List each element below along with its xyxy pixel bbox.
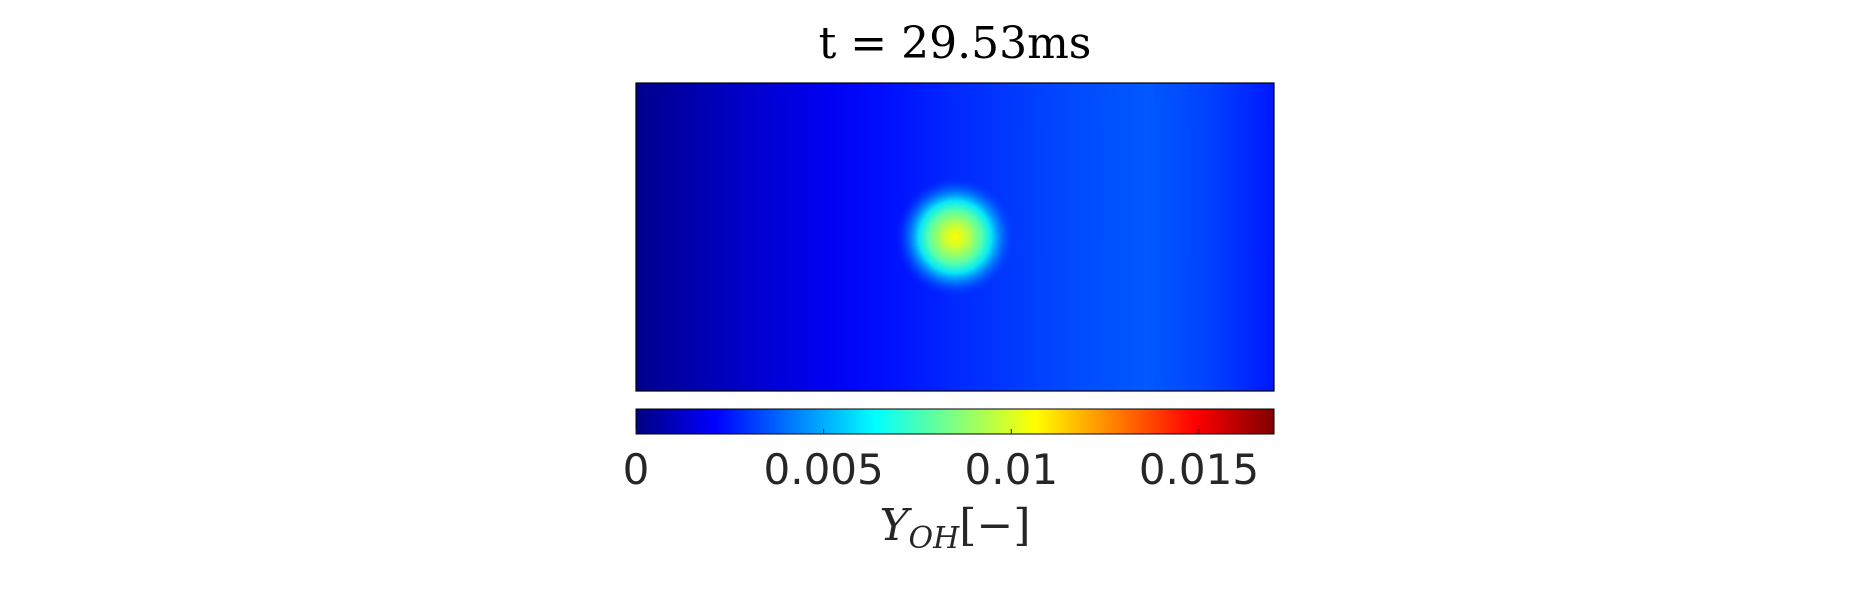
colorbar-ticks: 0 0.005 0.01 0.015 — [623, 429, 1259, 494]
heatmap-frame — [635, 82, 1275, 392]
colorbar-tick-label: 0 — [623, 445, 650, 494]
colorbar-tick-label: 0.005 — [764, 445, 884, 494]
colorbar-gradient — [636, 409, 1274, 434]
colorbar-label-units: [−] — [959, 500, 1030, 551]
oh-hotspot — [895, 177, 1015, 297]
chart-title: t = 29.53ms — [819, 18, 1092, 69]
heatmap-panel — [635, 82, 1275, 392]
colorbar: 0 0.005 0.01 0.015 — [623, 408, 1275, 494]
colorbar-tick-label: 0.01 — [965, 445, 1059, 494]
colorbar-tick-label: 0.015 — [1139, 445, 1259, 494]
colorbar-frame — [635, 408, 1275, 435]
colorbar-label-main: Y — [879, 500, 912, 551]
colorbar-label: YOH[−] — [879, 500, 1030, 556]
colorbar-label-sub: OH — [909, 521, 961, 556]
